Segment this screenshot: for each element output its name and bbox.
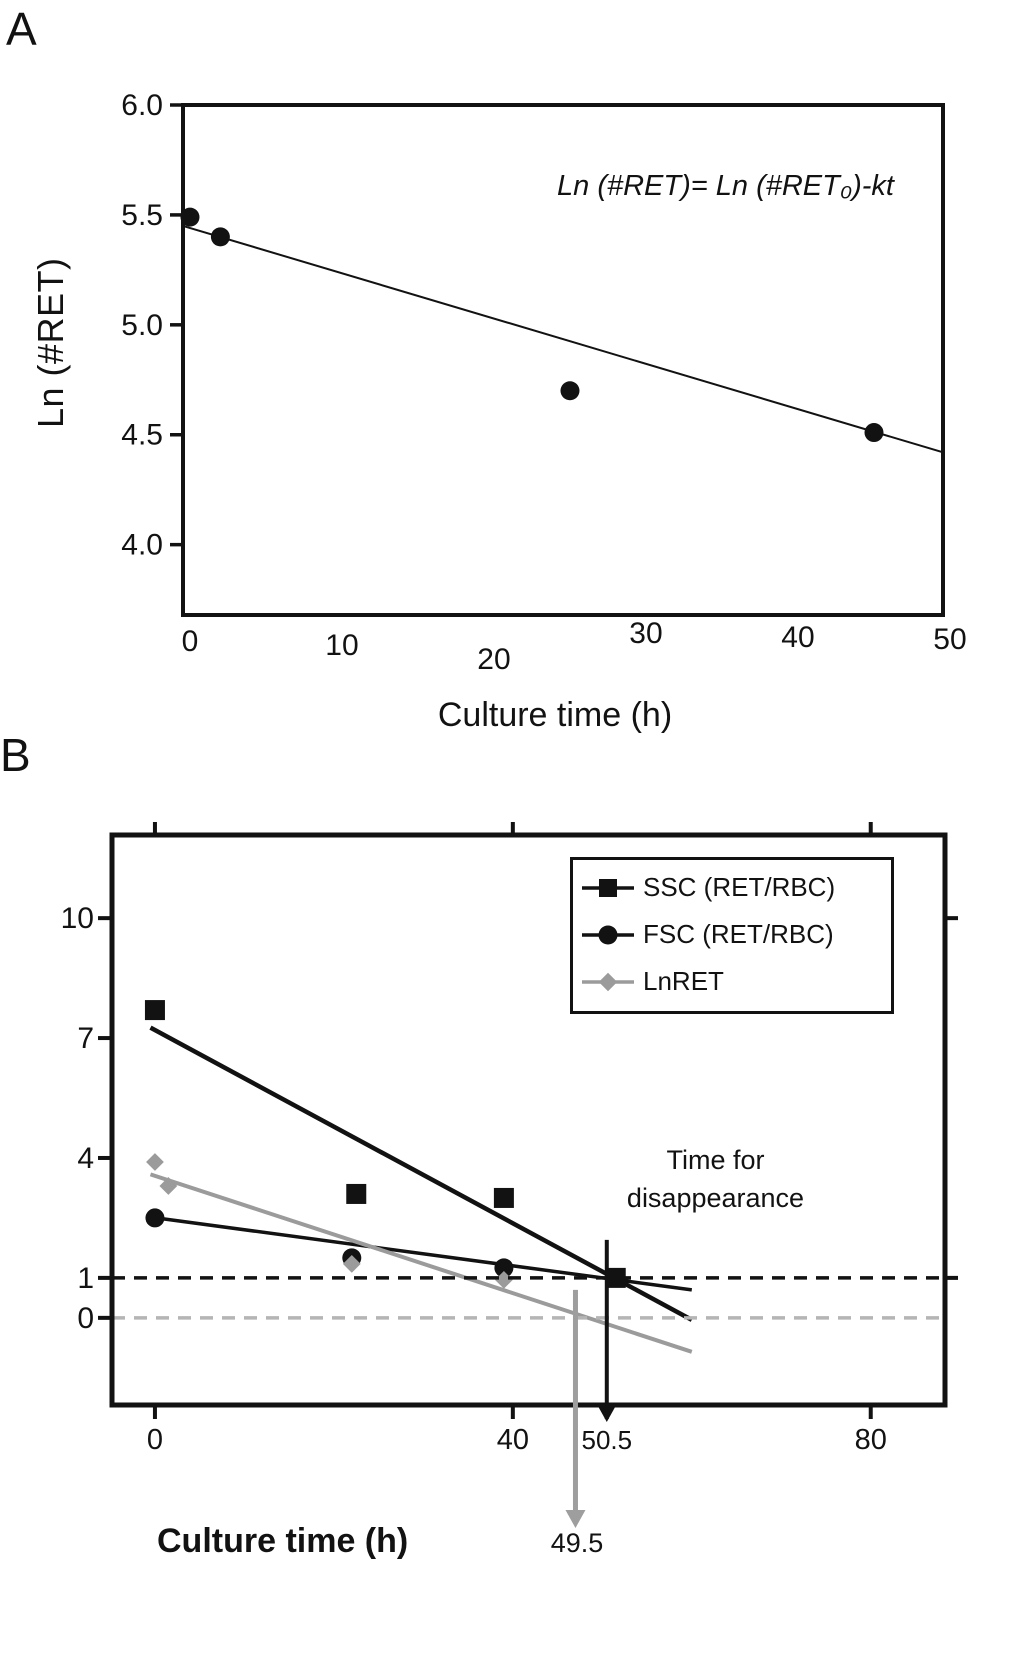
x-tick-label-3: 80	[855, 1424, 887, 1456]
fit-line-0	[149, 1025, 693, 1322]
disappearance-arrow-black-head	[596, 1404, 617, 1422]
y-tick-label-4: 4.0	[121, 529, 163, 562]
y-tick-label-2: 4	[77, 1142, 94, 1175]
fit-line-0	[182, 224, 944, 454]
y-tick-label-1: 5.5	[121, 199, 163, 232]
panel-a-plot: 6.0 5.5 5.0 4.5 4.0 0 10 20 30 40 50	[121, 89, 966, 676]
legend-diamond	[598, 972, 618, 991]
square-marker-icon	[582, 878, 634, 897]
legend-item-ssc: SSC (RET/RBC)	[579, 864, 887, 911]
x-tick-label-3: 30	[629, 617, 662, 650]
y-tick-label-0: 10	[61, 902, 94, 935]
legend-item-lnret: LnRET	[579, 958, 887, 1005]
x-tick-label-2: 20	[477, 643, 510, 676]
panel-a-equation: Ln (#RET)= Ln (#RET₀)-kt	[557, 170, 894, 202]
data-point-0-2	[493, 1187, 514, 1208]
legend-square	[599, 878, 617, 897]
circle-marker-icon	[582, 925, 634, 944]
y-tick-label-3: 1	[77, 1262, 94, 1295]
data-point-0-1	[346, 1183, 367, 1204]
fit-line-2	[149, 1172, 693, 1354]
panel-b-x-axis-label: Culture time (h)	[157, 1522, 409, 1560]
y-tick-label-0: 6.0	[121, 89, 163, 122]
plot-frame	[109, 832, 948, 1408]
x-tick-label-0: 0	[147, 1424, 163, 1456]
legend-label-ssc: SSC (RET/RBC)	[643, 872, 836, 902]
data-point-1-2	[494, 1258, 514, 1278]
legend-label-lnret: LnRET	[643, 966, 724, 996]
data-point-0-3	[864, 423, 884, 443]
y-tick-label-3: 4.5	[121, 419, 163, 452]
diamond-marker-icon	[582, 972, 634, 991]
x-tick-label-1: 10	[325, 629, 358, 662]
panel-a-x-axis-label: Culture time (h)	[437, 696, 673, 734]
data-point-0-0	[180, 207, 200, 227]
plot-frame	[181, 103, 945, 617]
data-point-0-1	[210, 227, 230, 247]
disappearance-annotation: Time for disappearance	[626, 1145, 805, 1213]
disappearance-arrow-gray-head	[565, 1510, 586, 1528]
y-tick-label-2: 5.0	[121, 309, 163, 342]
legend-circle	[598, 925, 618, 944]
x-tick-label-4: 40	[781, 621, 814, 654]
legend-box: SSC (RET/RBC) FSC (RET/RBC) LnRET	[570, 857, 894, 1014]
x-tick-label-0: 0	[182, 625, 199, 658]
x-tick-label-5: 50	[933, 623, 966, 656]
data-point-1-0	[145, 1208, 165, 1228]
x-tick-label-2: 50.5	[581, 1425, 632, 1455]
legend-label-fsc: FSC (RET/RBC)	[643, 919, 834, 949]
data-point-0-0	[144, 1000, 165, 1021]
data-point-0-3	[605, 1267, 626, 1288]
y-tick-label-4: 0	[77, 1302, 94, 1335]
panel-a-label: A	[6, 3, 37, 55]
panel-a-y-axis-label: Ln (#RET)	[30, 257, 71, 429]
data-point-2-0	[146, 1153, 164, 1171]
data-point-0-2	[560, 381, 580, 401]
x-tick-label-1: 40	[497, 1424, 529, 1456]
legend-item-fsc: FSC (RET/RBC)	[579, 911, 887, 958]
panel-b-label: B	[0, 729, 31, 781]
lnret-disappearance-time-label: 49.5	[550, 1528, 604, 1558]
y-tick-label-1: 7	[77, 1022, 94, 1055]
